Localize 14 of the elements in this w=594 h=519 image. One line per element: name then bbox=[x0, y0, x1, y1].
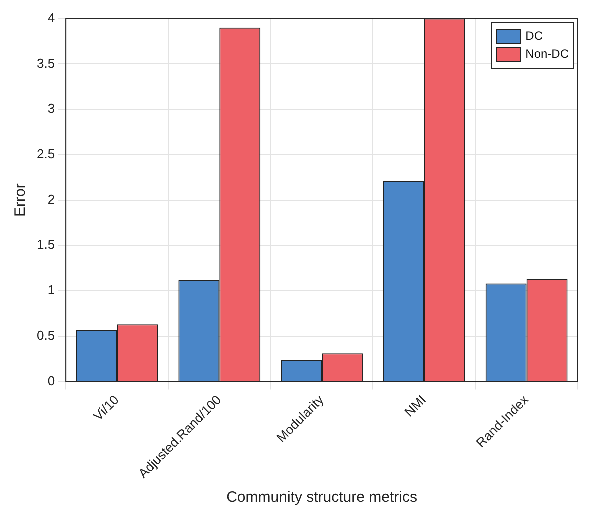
y-axis-title: Error bbox=[12, 184, 30, 217]
y-tick-label: 4 bbox=[48, 10, 56, 26]
y-tick-label: 2.5 bbox=[36, 146, 56, 162]
y-tick-label: 1.5 bbox=[36, 237, 56, 252]
y-tick-label: 1 bbox=[48, 282, 56, 298]
y-tick-label: 2 bbox=[48, 192, 56, 207]
y-tick-label: 0 bbox=[48, 373, 56, 388]
legend-label: Non-DC bbox=[526, 47, 570, 62]
x-tick-label: NMI bbox=[402, 392, 430, 420]
y-tick-label: 0.5 bbox=[36, 328, 56, 343]
y-tick-label: 3 bbox=[48, 101, 56, 116]
y-tick-label: 3.5 bbox=[36, 56, 56, 71]
legend-label: DC bbox=[526, 29, 544, 44]
x-axis-title: Community structure metrics bbox=[226, 489, 418, 506]
